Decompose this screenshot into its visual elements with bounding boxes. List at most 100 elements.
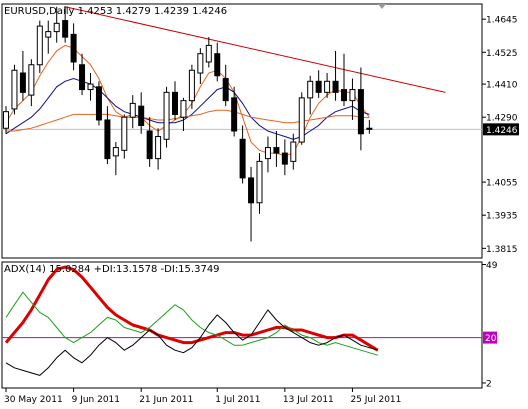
candle[interactable] <box>214 42 221 82</box>
candle[interactable] <box>315 70 322 98</box>
candle-body-up <box>11 69 18 110</box>
current-price-label: 1.4246 <box>486 126 518 136</box>
candle-body-up <box>3 111 9 129</box>
scroll-shift-icon[interactable] <box>378 4 386 9</box>
candle-body-up <box>180 100 187 118</box>
price-tick-label: 1.4410 <box>486 81 518 91</box>
price-tick-label: 1.4055 <box>486 179 518 189</box>
candle[interactable] <box>36 20 43 74</box>
trendline[interactable] <box>65 6 446 93</box>
candle[interactable] <box>307 75 314 115</box>
candle-body-down <box>19 72 26 93</box>
candle[interactable] <box>138 92 145 134</box>
candle[interactable] <box>53 6 60 43</box>
candle[interactable] <box>146 117 153 167</box>
candle-body-up <box>36 25 43 66</box>
candle-body-down <box>248 177 255 204</box>
price-chart-title: EURUSD,Daily 1.4253 1.4279 1.4239 1.4246 <box>4 6 227 17</box>
candle[interactable] <box>256 153 263 214</box>
candle-body-up <box>163 91 170 140</box>
x-tick-label: 30 May 2011 <box>4 395 63 405</box>
candle-body-up <box>53 22 60 33</box>
candle[interactable] <box>197 48 204 85</box>
candle[interactable] <box>121 114 128 159</box>
candle-body-up <box>87 83 94 91</box>
price-tick-label: 1.4525 <box>486 49 518 59</box>
moving-average-line-2 <box>5 77 370 140</box>
candle[interactable] <box>239 125 246 184</box>
candle-body-down <box>138 105 145 126</box>
candle-body-up <box>45 31 52 38</box>
candle-body-down <box>146 130 153 160</box>
candle[interactable] <box>341 53 347 107</box>
candle[interactable] <box>222 64 229 107</box>
candle-body-down <box>281 152 288 165</box>
candle[interactable] <box>332 50 339 101</box>
candle-body-up <box>129 102 136 118</box>
candle-body-up <box>188 69 195 102</box>
candle-body-down <box>231 97 238 132</box>
candle[interactable] <box>28 59 35 107</box>
candle[interactable] <box>205 37 212 68</box>
candle-body-up <box>349 89 356 102</box>
candle[interactable] <box>112 142 119 176</box>
candle[interactable] <box>366 119 373 134</box>
moving-average-line-1 <box>5 44 370 157</box>
candle[interactable] <box>62 6 69 43</box>
candle-body-down <box>222 78 229 102</box>
candle-body-up <box>256 160 263 204</box>
candle-body-down <box>172 91 178 115</box>
candle[interactable] <box>248 166 255 242</box>
candle-body-down <box>214 53 221 77</box>
candle-body-down <box>79 64 86 91</box>
price-tick-label: 1.3935 <box>486 212 518 222</box>
candle[interactable] <box>180 97 187 131</box>
adx-indicator-title: ADX(14) 15.0284 +DI:13.1578 -DI:15.3749 <box>4 264 220 275</box>
candle[interactable] <box>70 23 77 71</box>
candle-body-down <box>95 86 102 121</box>
candle[interactable] <box>188 64 195 109</box>
minus-di-line <box>5 309 378 376</box>
candle[interactable] <box>290 133 297 170</box>
candle[interactable] <box>11 64 18 115</box>
candle[interactable] <box>104 106 111 165</box>
candle-body-up <box>155 136 162 160</box>
candle[interactable] <box>172 81 178 120</box>
adx-pane-frame <box>1 261 483 389</box>
candle[interactable] <box>95 81 102 126</box>
candle[interactable] <box>264 136 271 173</box>
candle[interactable] <box>281 139 288 176</box>
candle-body-up <box>307 80 314 99</box>
candle[interactable] <box>324 73 331 98</box>
candle[interactable] <box>357 67 364 151</box>
candle[interactable] <box>349 78 356 120</box>
candle-body-down <box>104 119 111 160</box>
price-tick-label: 1.4645 <box>486 16 518 26</box>
plus-di-line <box>5 291 378 356</box>
candle[interactable] <box>298 92 305 145</box>
price-tick-label: 1.4290 <box>486 114 518 124</box>
candle[interactable] <box>79 53 86 96</box>
candle[interactable] <box>3 106 9 134</box>
x-tick-label: 25 Jul 2011 <box>350 395 401 405</box>
candle-body-down <box>273 147 280 154</box>
candle-body-up <box>324 80 331 93</box>
candle-body-down <box>332 80 339 93</box>
price-tick-label: 1.3815 <box>486 245 518 255</box>
candle[interactable] <box>273 131 280 167</box>
x-tick-label: 21 Jun 2011 <box>139 395 193 405</box>
candle-body-up <box>205 44 212 63</box>
candle[interactable] <box>163 86 170 148</box>
candle[interactable] <box>155 128 162 170</box>
adx-tick-label: 49 <box>486 261 498 271</box>
candle[interactable] <box>19 50 26 101</box>
candle[interactable] <box>45 20 52 54</box>
x-tick-label: 1 Jul 2011 <box>215 395 260 405</box>
candle-body-up <box>264 147 271 160</box>
adx-tick-label: 2 <box>486 379 492 389</box>
candle[interactable] <box>87 73 94 101</box>
candle[interactable] <box>129 95 136 129</box>
moving-average-line-3 <box>6 109 370 132</box>
candle[interactable] <box>231 86 238 137</box>
